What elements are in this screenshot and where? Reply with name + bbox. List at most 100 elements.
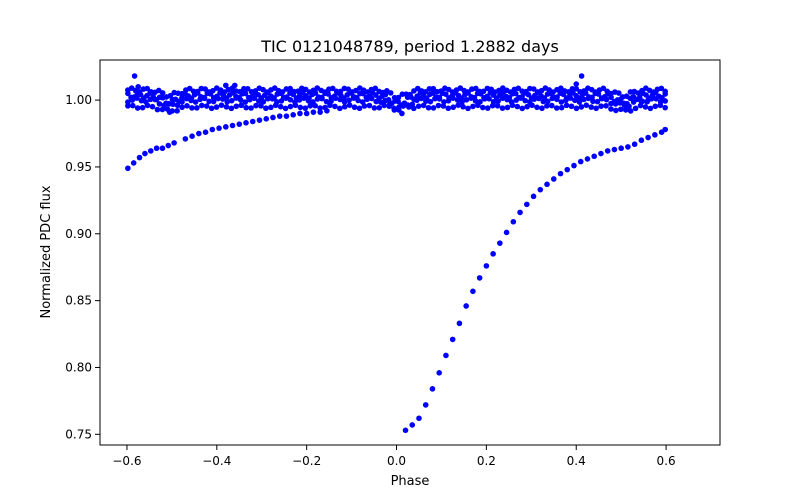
data-point [327, 102, 333, 109]
data-point [361, 103, 368, 109]
data-point [277, 90, 284, 97]
data-point [347, 90, 354, 96]
data-point [489, 102, 496, 109]
data-point [429, 386, 436, 392]
data-point [638, 137, 645, 144]
data-point [238, 102, 245, 109]
data-point [399, 91, 406, 97]
data-point [632, 105, 639, 112]
data-point [465, 90, 471, 96]
data-point [423, 98, 429, 104]
data-point [382, 97, 389, 104]
data-point [662, 91, 668, 97]
data-point [595, 91, 602, 97]
data-point [149, 103, 156, 110]
data-point [517, 95, 524, 101]
data-point [468, 95, 474, 101]
data-point [599, 95, 605, 102]
data-point [223, 104, 230, 110]
x-tick-label: −0.2 [292, 454, 321, 468]
data-point [189, 105, 195, 111]
data-point [418, 95, 425, 102]
data-point [544, 98, 551, 105]
data-point [152, 96, 158, 103]
data-point [129, 102, 136, 109]
data-point [229, 90, 236, 96]
data-point [531, 96, 538, 102]
data-point [351, 104, 358, 111]
data-point [495, 98, 501, 104]
data-point [229, 122, 236, 129]
data-point [593, 105, 599, 112]
data-point [445, 105, 452, 112]
data-point [529, 102, 535, 109]
data-point [350, 95, 357, 101]
data-point [590, 98, 596, 105]
data-point [346, 97, 352, 104]
data-point [219, 96, 226, 102]
data-point [332, 95, 339, 102]
data-point [537, 186, 544, 193]
data-point [608, 94, 614, 101]
data-point [166, 109, 173, 115]
data-point [382, 91, 389, 98]
data-point [373, 98, 380, 105]
data-point [572, 97, 578, 104]
y-tick-label: 0.90 [65, 227, 92, 241]
data-point [246, 96, 253, 103]
data-point [159, 145, 166, 152]
data-point [317, 109, 323, 115]
data-point [203, 103, 210, 109]
data-point [662, 126, 668, 133]
data-point [577, 158, 584, 165]
data-point [233, 103, 240, 110]
data-point [174, 108, 180, 114]
data-point [460, 103, 466, 110]
data-point [630, 99, 637, 105]
data-point [484, 105, 491, 111]
data-point [325, 91, 331, 97]
data-point [513, 97, 519, 103]
data-point [129, 97, 136, 103]
data-point [509, 102, 516, 109]
data-point [490, 251, 496, 257]
data-point [153, 145, 160, 152]
y-tick-label: 0.95 [65, 160, 92, 174]
data-point [323, 98, 330, 105]
data-point [189, 133, 195, 139]
data-point [305, 97, 312, 104]
data-point [255, 98, 262, 104]
data-point [233, 95, 240, 101]
data-point [287, 96, 294, 103]
data-point [499, 105, 506, 111]
data-point [242, 90, 249, 97]
data-point [210, 98, 217, 105]
data-point [248, 105, 254, 111]
data-point [179, 99, 185, 105]
data-point [224, 99, 230, 105]
chart-title: TIC 0121048789, period 1.2882 days [260, 37, 559, 56]
x-tick-label: 0.2 [477, 454, 496, 468]
data-points [125, 73, 668, 434]
data-point [366, 102, 373, 109]
data-point [642, 104, 649, 110]
data-point [564, 166, 571, 173]
data-point [130, 160, 137, 166]
data-point [449, 336, 456, 343]
data-point [277, 103, 284, 110]
data-point [302, 105, 309, 111]
data-point [611, 146, 618, 153]
data-point [459, 99, 465, 105]
data-point [171, 140, 177, 146]
data-point [310, 109, 317, 115]
data-point [420, 102, 427, 109]
data-point [547, 90, 554, 97]
data-point [290, 91, 296, 98]
data-point [477, 91, 484, 97]
data-point [134, 95, 140, 101]
data-point [243, 120, 249, 126]
y-tick-label: 0.80 [65, 360, 92, 374]
data-point [290, 112, 296, 118]
data-point [324, 108, 330, 114]
data-point [360, 90, 366, 97]
